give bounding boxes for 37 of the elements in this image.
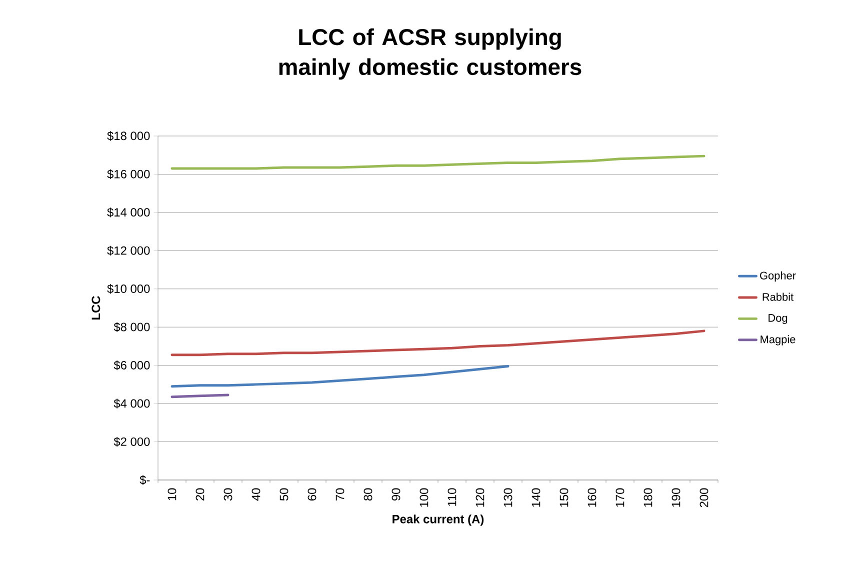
y-tick-label: $6 000 [114,360,150,370]
legend-label: Gopher [760,271,796,282]
x-tick-label: 80 [364,488,372,501]
x-tick-label: 90 [392,488,400,501]
x-tick-label: 30 [224,488,232,501]
x-tick-label: 100 [420,488,428,507]
x-tick-label: 20 [196,488,204,500]
y-tick-label: $- [140,475,150,485]
y-tick-label: $10 000 [107,284,150,294]
x-tick-label: 170 [616,488,624,507]
y-tick-label: $8 000 [114,322,150,332]
legend-label: Dog [768,314,788,324]
x-tick-label: 160 [588,488,596,507]
x-tick-label: 200 [700,488,708,508]
x-tick-label: 120 [476,488,484,507]
x-axis-title: Peak current (A) [392,514,484,526]
x-tick-label: 110 [448,488,456,506]
x-tick-label: 40 [252,488,260,501]
x-tick-label: 10 [168,488,176,500]
x-tick-label: 180 [644,488,652,507]
y-tick-label: $14 000 [107,208,150,218]
legend-label: Rabbit [762,292,794,301]
x-tick-label: 140 [532,488,540,507]
x-tick-label: 190 [672,488,680,507]
y-tick-label: $18 000 [107,131,150,141]
y-tick-label: $16 000 [107,169,150,180]
x-tick-label: 150 [560,488,568,507]
x-tick-label: 50 [280,488,288,501]
chart-title: LCC of ACSR supplying mainly domestic customers [279,28,582,80]
y-tick-label: $12 000 [107,246,150,256]
x-tick-label: 130 [504,488,512,507]
x-tick-label: 60 [308,488,316,500]
y-axis-title: LCC [92,296,100,320]
legend-label: Magpie [760,335,796,346]
y-tick-label: $2 000 [114,436,150,447]
y-tick-label: $4 000 [114,398,150,408]
x-tick-label: 70 [336,488,344,500]
